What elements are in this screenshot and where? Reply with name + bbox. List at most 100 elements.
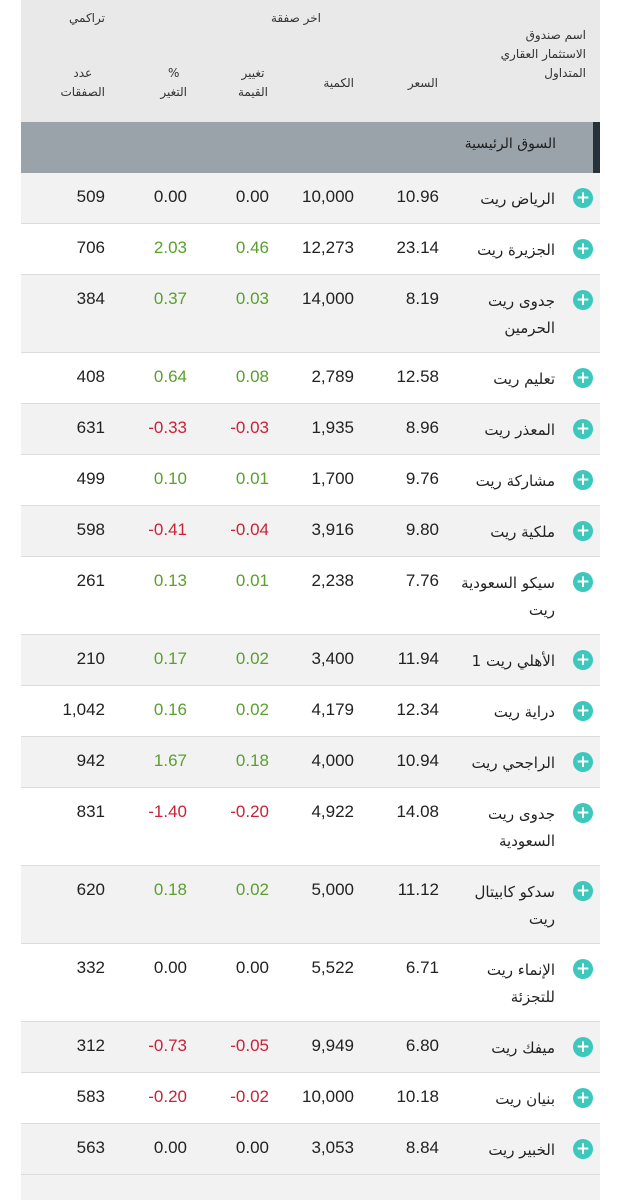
deals-count-cell: 499: [76, 469, 105, 488]
price-cell: 6.80: [405, 1036, 439, 1055]
pct-change-cell: -0.20: [148, 1087, 187, 1106]
value-change-cell: -0.05: [230, 1036, 269, 1055]
plus-circle-icon[interactable]: +: [573, 470, 593, 490]
quantity-cell: 1,700: [311, 469, 354, 488]
quantity-cell: 2,238: [311, 571, 354, 590]
price-cell: 7.76: [405, 571, 439, 590]
value-change-cell: 0.08: [235, 367, 269, 386]
fund-name[interactable]: ميفك ريت: [491, 1039, 555, 1057]
table-row[interactable]: + جدوى ريت الحرمين 8.19 14,000 0.03 0.37 384: [21, 275, 600, 353]
deals-count-header-line2: الصفقات: [60, 85, 106, 99]
deals-count-cell: 509: [76, 187, 105, 206]
deals-count-cell: 620: [76, 880, 105, 899]
deals-count-cell: 563: [76, 1138, 105, 1157]
fund-name[interactable]: جدوى ريت السعودية: [487, 805, 555, 850]
pct-change-cell: 0.37: [153, 289, 187, 308]
plus-circle-icon[interactable]: +: [573, 1037, 593, 1057]
fund-name[interactable]: مشاركة ريت: [475, 472, 555, 490]
plus-circle-icon[interactable]: +: [573, 650, 593, 670]
pct-change-header: % التغير: [160, 64, 187, 102]
table-row[interactable]: + الجزيرة ريت 23.14 12,273 0.46 2.03 706: [21, 224, 600, 275]
table-row[interactable]: + المعذر ريت 8.96 1,935 -0.03 -0.33 631: [21, 404, 600, 455]
plus-circle-icon[interactable]: +: [573, 290, 593, 310]
value-change-cell: 0.02: [235, 700, 269, 719]
deals-count-cell: 210: [76, 649, 105, 668]
fund-name[interactable]: المعذر ريت: [484, 421, 555, 439]
quantity-cell: 3,916: [311, 520, 354, 539]
pct-change-cell: -0.73: [148, 1036, 187, 1055]
price-header: السعر: [407, 76, 438, 90]
plus-circle-icon[interactable]: +: [573, 188, 593, 208]
plus-circle-icon[interactable]: +: [573, 239, 593, 259]
fund-name[interactable]: سدكو كابيتال ريت: [474, 883, 555, 928]
plus-circle-icon[interactable]: +: [573, 1139, 593, 1159]
fund-name[interactable]: جدوى ريت الحرمين: [487, 292, 555, 337]
table-row[interactable]: + سيكو السعودية ريت 7.76 2,238 0.01 0.13 261: [21, 557, 600, 635]
quantity-cell: 3,053: [311, 1138, 354, 1157]
pct-change-cell: 0.64: [153, 367, 187, 386]
fund-name[interactable]: الإنماء ريت للتجزئة: [486, 961, 555, 1006]
fund-name-header: اسم صندوق الاستثمار العقاري المتداول: [501, 26, 586, 83]
plus-circle-icon[interactable]: +: [573, 521, 593, 541]
plus-circle-icon[interactable]: +: [573, 959, 593, 979]
value-change-header-line1: تغيير: [241, 66, 265, 80]
table-row[interactable]: + جدوى ريت السعودية 14.08 4,922 -0.20 -1.40 83…: [21, 788, 600, 866]
table-row[interactable]: + الخبير ريت 8.84 3,053 0.00 0.00 563: [21, 1124, 600, 1175]
fund-name[interactable]: الرياض ريت: [480, 190, 555, 208]
table-row[interactable]: + الرياض ريت 10.96 10,000 0.00 0.00 509: [21, 173, 600, 224]
pct-change-cell: -0.41: [148, 520, 187, 539]
plus-circle-icon[interactable]: +: [573, 881, 593, 901]
plus-circle-icon[interactable]: +: [573, 572, 593, 592]
value-change-cell: 0.03: [235, 289, 269, 308]
table-row[interactable]: + الأهلي ريت 1 11.94 3,400 0.02 0.17 210: [21, 635, 600, 686]
fund-name[interactable]: الراجحي ريت: [471, 754, 555, 772]
cumulative-label: تراكمي: [69, 11, 105, 25]
quantity-cell: 5,000: [311, 880, 354, 899]
price-cell: 8.19: [405, 289, 439, 308]
deals-count-cell: 631: [76, 418, 105, 437]
quantity-cell: 3,400: [311, 649, 354, 668]
plus-circle-icon[interactable]: +: [573, 803, 593, 823]
fund-name[interactable]: سيكو السعودية ريت: [461, 574, 555, 619]
value-change-cell: 0.46: [235, 238, 269, 257]
table-row[interactable]: + الإنماء ريت للتجزئة 6.71 5,522 0.00 0.00 332: [21, 944, 600, 1022]
fund-name[interactable]: الجزيرة ريت: [477, 241, 555, 259]
table-row[interactable]: + ملكية ريت 9.80 3,916 -0.04 -0.41 598: [21, 506, 600, 557]
deals-count-cell: 408: [76, 367, 105, 386]
plus-circle-icon[interactable]: +: [573, 1088, 593, 1108]
table-row[interactable]: + دراية ريت 12.34 4,179 0.02 0.16 1,042: [21, 686, 600, 737]
fund-name[interactable]: ملكية ريت: [490, 523, 555, 541]
table-row[interactable]: + بنيان ريت 10.18 10,000 -0.02 -0.20 583: [21, 1073, 600, 1124]
table-row[interactable]: + مشاركة ريت 9.76 1,700 0.01 0.10 499: [21, 455, 600, 506]
main-market-section[interactable]: السوق الرئيسية: [21, 122, 600, 173]
fund-name[interactable]: بنيان ريت: [495, 1090, 555, 1108]
table-row[interactable]: + سدكو كابيتال ريت 11.12 5,000 0.02 0.18 620: [21, 866, 600, 944]
quantity-header: الكمية: [323, 76, 354, 90]
price-cell: 10.18: [396, 1087, 439, 1106]
table-row[interactable]: + ميفك ريت 6.80 9,949 -0.05 -0.73 312: [21, 1022, 600, 1073]
value-change-header: تغيير القيمة: [238, 64, 268, 102]
price-cell: 9.80: [405, 520, 439, 539]
pct-change-cell: 0.00: [153, 187, 187, 206]
pct-change-cell: 0.13: [153, 571, 187, 590]
table-row[interactable]: + الراجحي ريت 10.94 4,000 0.18 1.67 942: [21, 737, 600, 788]
fund-name[interactable]: دراية ريت: [493, 703, 555, 721]
section-label: السوق الرئيسية: [464, 136, 556, 152]
plus-circle-icon[interactable]: +: [573, 419, 593, 439]
plus-circle-icon[interactable]: +: [573, 752, 593, 772]
deals-count-cell: 831: [76, 802, 105, 821]
deals-count-cell: 706: [76, 238, 105, 257]
plus-circle-icon[interactable]: +: [573, 701, 593, 721]
quantity-cell: 10,000: [302, 187, 354, 206]
plus-circle-icon[interactable]: +: [573, 368, 593, 388]
price-cell: 6.71: [405, 958, 439, 977]
pct-change-cell: -1.40: [148, 802, 187, 821]
price-cell: 12.34: [396, 700, 439, 719]
fund-name[interactable]: الأهلي ريت 1: [471, 652, 555, 670]
fund-name[interactable]: الخبير ريت: [488, 1141, 555, 1159]
table-row[interactable]: + تعليم ريت 12.58 2,789 0.08 0.64 408: [21, 353, 600, 404]
quantity-cell: 9,949: [311, 1036, 354, 1055]
pct-change-cell: 0.10: [153, 469, 187, 488]
value-change-cell: 0.01: [235, 469, 269, 488]
fund-name[interactable]: تعليم ريت: [493, 370, 555, 388]
